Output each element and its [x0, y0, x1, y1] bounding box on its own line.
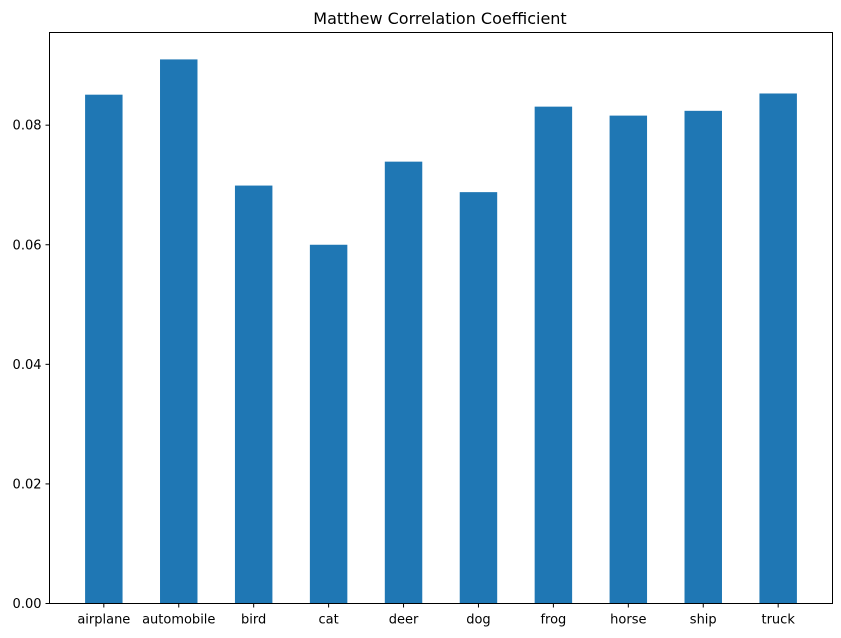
x-tick-label: dog [466, 613, 490, 628]
y-tick-label: 0.00 [13, 597, 42, 612]
bar-bird [234, 185, 273, 604]
bars-group [85, 59, 797, 604]
bar-truck [759, 93, 797, 604]
plot-frame [49, 32, 833, 604]
bar-dog [459, 192, 498, 604]
bar-frog [534, 106, 573, 604]
bar-ship [684, 110, 722, 604]
x-axis: airplane automobile bird cat deer dog frog hors… [77, 603, 795, 628]
y-axis: 0.00 0.02 0.04 0.06 0.08 [13, 119, 50, 612]
x-tick-label: cat [318, 613, 338, 628]
y-tick-label: 0.06 [13, 238, 42, 253]
x-tick-label: truck [761, 613, 795, 628]
y-tick-label: 0.02 [13, 477, 42, 492]
x-tick-label: ship [690, 613, 717, 628]
bar-cat [309, 244, 348, 604]
x-tick-label: horse [610, 613, 646, 628]
chart-title: Matthew Correlation Coefficient [313, 9, 566, 28]
y-tick-label: 0.04 [13, 358, 42, 373]
bar-horse [609, 115, 648, 604]
x-tick-label: automobile [142, 613, 215, 628]
x-tick-label: frog [540, 613, 566, 628]
y-tick-label: 0.08 [13, 119, 42, 134]
bar-airplane [85, 94, 123, 604]
x-tick-label: bird [241, 613, 266, 628]
x-tick-label: deer [389, 613, 419, 628]
x-tick-label: airplane [77, 613, 130, 628]
bar-deer [384, 161, 423, 604]
bar-automobile [160, 59, 198, 604]
